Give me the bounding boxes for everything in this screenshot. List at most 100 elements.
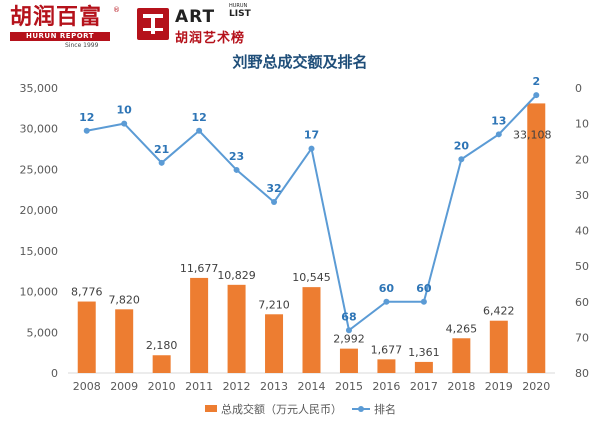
bar: [489, 320, 508, 373]
bar: [152, 355, 171, 373]
x-tick-label: 2019: [485, 380, 513, 393]
x-tick-label: 2009: [110, 380, 138, 393]
rank-point: [308, 145, 315, 152]
x-tick-label: 2020: [522, 380, 550, 393]
bar-value-label: 1,677: [371, 343, 403, 356]
legend-line-label: 排名: [374, 402, 396, 416]
left-axis: 0 5,000 10,000 15,000 20,000 25,000 30,000 35,0…: [20, 82, 59, 380]
x-tick-label: 2015: [335, 380, 363, 393]
right-tick-label: 40: [575, 225, 589, 238]
bar: [265, 314, 284, 373]
rank-value-label: 20: [454, 139, 470, 152]
x-tick-label: 2014: [298, 380, 326, 393]
bar-value-label: 2,992: [333, 333, 365, 346]
rank-point: [495, 131, 502, 138]
left-tick-label: 35,000: [20, 82, 59, 95]
hurun-cn-wordmark: 胡润百富: [10, 5, 103, 30]
rank-point: [345, 327, 352, 334]
rank-point: [271, 199, 278, 205]
rank-point: [233, 166, 240, 173]
bar-series: [77, 103, 546, 374]
hurun-small-text: HURUN: [229, 3, 248, 9]
chart-title: 刘野总成交额及排名: [232, 53, 367, 71]
x-tick-label: 2016: [372, 380, 400, 393]
right-tick-label: 30: [575, 189, 589, 202]
rank-value-label: 17: [304, 129, 319, 142]
rank-point: [83, 127, 90, 134]
right-tick-label: 70: [575, 331, 589, 344]
bar-value-label: 11,677: [180, 262, 219, 275]
left-tick-label: 25,000: [20, 163, 59, 176]
rank-value-label: 10: [117, 104, 133, 117]
rank-point: [533, 92, 540, 99]
rank-point: [196, 127, 203, 134]
rank-point: [383, 298, 390, 305]
left-tick-label: 30,000: [20, 123, 59, 136]
rank-value-label: 60: [416, 282, 432, 295]
x-tick-label: 2017: [410, 380, 438, 393]
bar: [77, 301, 96, 373]
rank-value-label: 60: [379, 282, 395, 295]
right-tick-label: 0: [575, 82, 582, 95]
art-list-cn-wordmark: 胡润艺术榜: [175, 31, 246, 46]
x-tick-label: 2012: [223, 380, 251, 393]
registered-mark: ®: [113, 6, 120, 14]
rank-point: [420, 298, 427, 305]
x-tick-label: 2011: [185, 380, 213, 393]
x-tick-label: 2010: [148, 380, 176, 393]
list-wordmark: LIST: [229, 9, 251, 19]
rank-value-label: 32: [266, 182, 281, 195]
x-tick-label: 2018: [447, 380, 475, 393]
rank-value-label: 23: [229, 150, 244, 163]
x-axis: 2008 2009 2010 2011 2012 2013 2014 2015 2016 2017…: [73, 380, 551, 393]
rank-value-label: 13: [491, 114, 506, 127]
bar-value-label: 8,776: [71, 286, 103, 299]
legend-line-dot: [358, 406, 364, 412]
left-tick-label: 0: [51, 367, 58, 380]
hurun-report-bar: HURUN REPORT: [10, 32, 110, 41]
rank-value-label: 21: [154, 143, 169, 156]
rank-point: [158, 159, 165, 166]
bar-value-label: 10,545: [292, 271, 331, 284]
bar: [302, 287, 321, 373]
rank-value-label: 12: [191, 111, 206, 124]
legend: 总成交额（万元人民币） 排名: [205, 402, 396, 416]
bar: [527, 103, 546, 374]
left-tick-label: 20,000: [20, 204, 59, 217]
right-tick-label: 20: [575, 153, 589, 166]
bar-value-label: 7,210: [258, 298, 290, 311]
left-tick-label: 15,000: [20, 245, 59, 258]
hurun-art-list-logo: ART HURUN LIST 胡润艺术榜: [137, 3, 257, 48]
right-axis: 0 10 20 30 40 50 60 70 80: [575, 82, 589, 380]
right-tick-label: 80: [575, 367, 589, 380]
bar-value-label: 33,108: [513, 128, 552, 141]
bar: [339, 348, 358, 373]
seal-icon: [137, 8, 169, 40]
bar: [414, 361, 433, 373]
bar-value-label: 2,180: [146, 339, 178, 352]
bar-value-label: 7,820: [108, 293, 140, 306]
right-tick-label: 10: [575, 118, 589, 131]
legend-bar-swatch: [205, 405, 217, 412]
bar: [377, 359, 396, 373]
hurun-report-logo: 胡润百富 ® HURUN REPORT Since 1999: [10, 5, 122, 49]
rank-point: [121, 120, 128, 127]
left-tick-label: 10,000: [20, 286, 59, 299]
bar: [452, 338, 471, 373]
rank-points: [83, 92, 540, 334]
bar-value-label: 10,829: [217, 269, 256, 282]
x-tick-label: 2013: [260, 380, 288, 393]
hurun-since-text: Since 1999: [65, 42, 99, 49]
right-tick-label: 60: [575, 296, 589, 309]
bar: [190, 277, 209, 373]
legend-bar-label: 总成交额（万元人民币）: [221, 402, 342, 416]
bar-value-label: 4,265: [446, 322, 478, 335]
left-tick-label: 5,000: [27, 326, 59, 339]
rank-value-label: 12: [79, 111, 94, 124]
header: 胡润百富 ® HURUN REPORT Since 1999 ART HURUN…: [0, 0, 600, 50]
art-wordmark: ART: [175, 7, 216, 27]
bar-value-label: 1,361: [408, 346, 440, 359]
bar: [115, 309, 134, 373]
rank-labels: 12 10 21 12 23 32 17 68 60 60 20 13 2: [79, 75, 540, 323]
